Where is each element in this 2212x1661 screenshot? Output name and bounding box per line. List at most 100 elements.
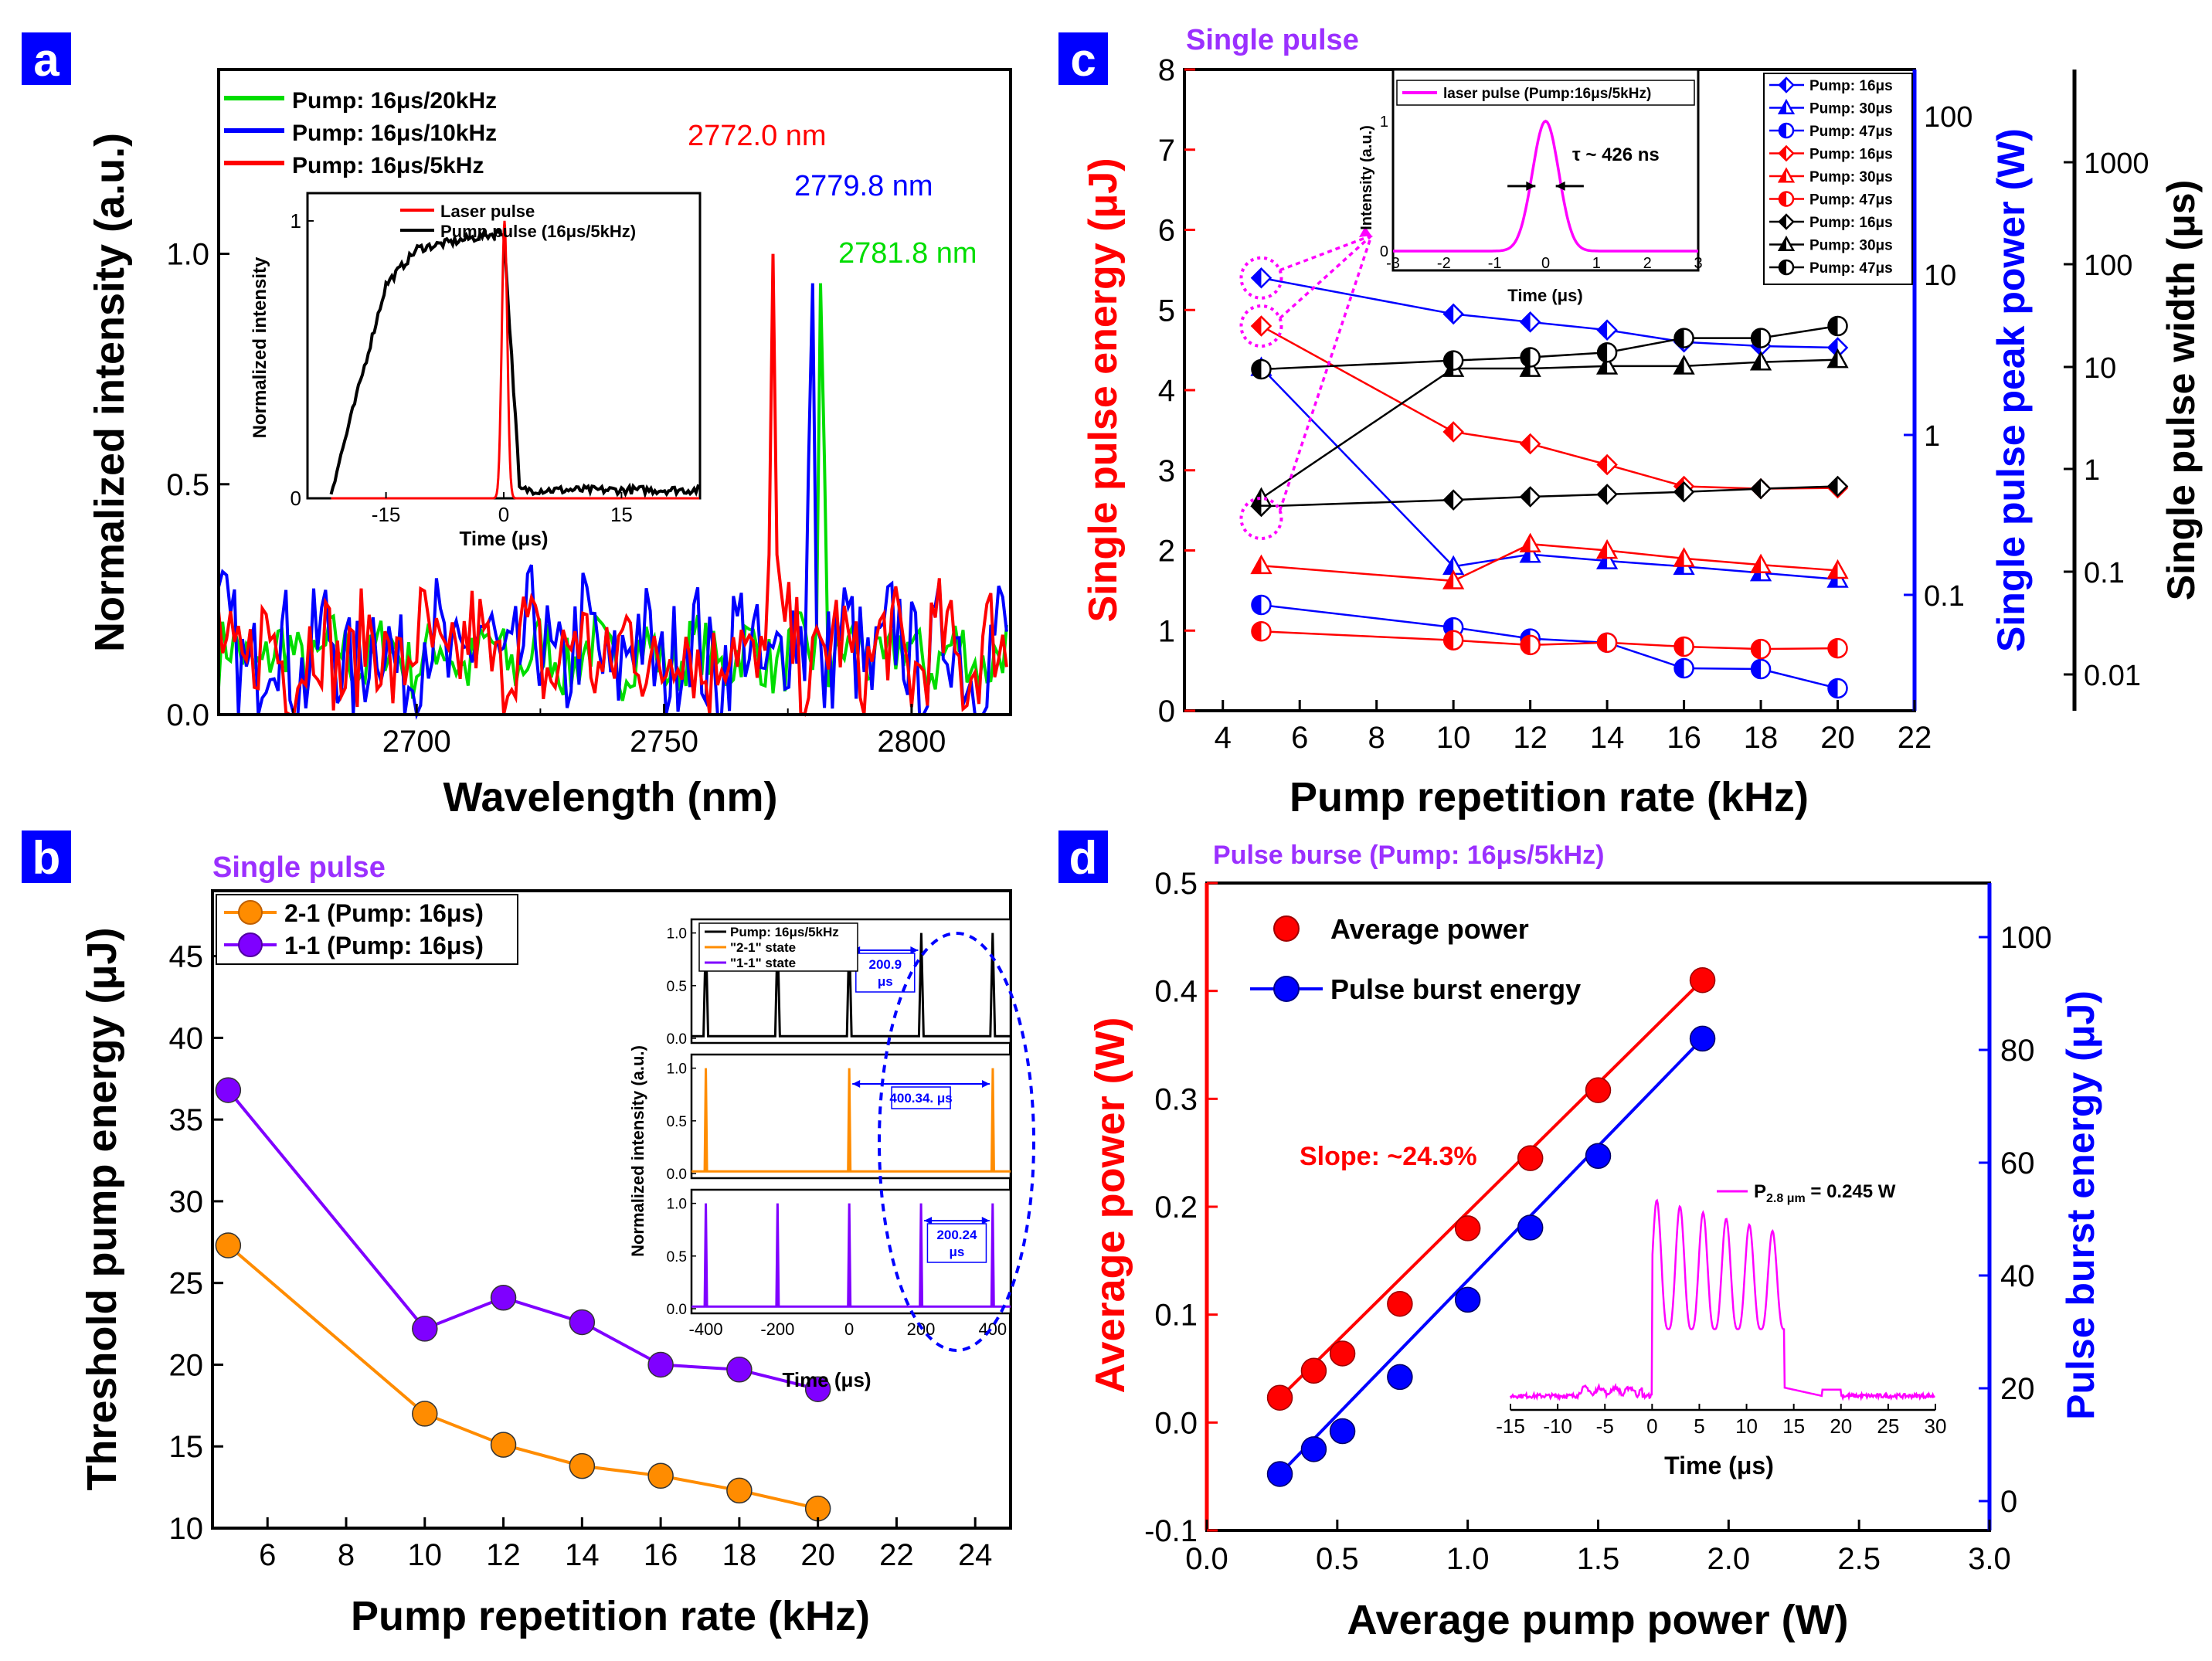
panel-c-ylabel: Single pulse energy (μJ) [1081,158,1126,622]
b-xtick-label: 24 [958,1538,993,1572]
c-xtick-label: 6 [1291,721,1308,755]
d-ytick-right-label: 0 [2000,1485,2017,1519]
c-point-1-fill [1444,557,1454,574]
c-ytick-right-label: 0.1 [1924,580,1965,613]
c-arrow-2 [1278,235,1373,511]
a-ytick-label: 0.5 [166,468,209,502]
panel-a-frame [217,68,1012,716]
b-xtick-label: 8 [338,1538,355,1572]
c-ytick-far-label: 1000 [2084,148,2149,180]
d-ytick-right-label: 60 [2000,1146,2035,1180]
svg-text:c: c [1070,34,1096,86]
c-point-0-fill [1598,321,1608,340]
c-ytick-label: 0 [1158,695,1175,729]
b-point-1 [804,1376,831,1402]
c-point-7-fill [1674,356,1684,374]
legend-a-20khz: Pump: 16μs/20kHz [292,88,497,114]
panel-b-legend: 2-1 (Pump: 16μs) 1-1 (Pump: 16μs) [216,894,518,965]
inset-b-xtick-label: -200 [760,1320,794,1339]
c-point-5-fill [1252,622,1262,641]
panel-a: 2700 2750 2800 0.0 0.5 1.0 Wavelength (nm) No… [87,68,1012,820]
inset-b-ytick-label: 1.0 [667,926,687,943]
a-xtick-label: 2700 [382,725,451,759]
c-point-3-fill [1598,455,1608,474]
d-point-energy [1387,1364,1413,1391]
annotation-2781: 2781.8 nm [838,237,977,270]
b-point-0 [726,1477,753,1504]
d-fit-line-energy [1279,1038,1704,1476]
c-point-6-fill [1521,487,1531,506]
c-xtick-label: 12 [1513,721,1548,755]
panel-a-xlabel: Wavelength (nm) [443,774,777,820]
c-legend-marker-fill [1779,100,1786,114]
c-series-line-4 [1261,542,1838,583]
c-ytick-far-label: 0.01 [2084,660,2141,692]
panel-a-ylabel: Normalized intensity (a.u.) [87,133,133,652]
c-legend-marker-fill [1779,124,1786,138]
inset-d-xtick-label: 0 [1646,1415,1657,1438]
c-legend-label-1: Pump: 30μs [1809,101,1893,117]
inset-d-xtick-label: 30 [1925,1415,1947,1438]
inset-a-legend-pump: Pump pulse (16μs/5kHz) [440,222,636,241]
panel-c-xlabel: Pump repetition rate (kHz) [1289,774,1809,820]
c-point-8-fill [1521,348,1531,367]
d-point-energy [1689,1025,1716,1052]
d-ytick-label: 0.5 [1154,867,1198,901]
legend-b-11: 1-1 (Pump: 16μs) [284,932,484,960]
b-xtick-label: 20 [800,1538,835,1572]
c-point-5-fill [1752,640,1762,659]
c-point-4-fill [1828,561,1838,579]
c-highlight-0 [1239,256,1283,300]
b-point-0 [569,1452,596,1479]
c-ytick-far-label: 100 [2084,250,2132,282]
c-xtick-label: 14 [1590,721,1625,755]
c-ytick-label: 1 [1158,614,1175,648]
c-legend-label-0: Pump: 16μs [1809,78,1893,94]
c-point-0-fill [1444,304,1454,324]
c-ytick-far-label: 10 [2084,352,2116,385]
inset-c-xtick-label: -2 [1437,255,1451,272]
c-ytick-right-label: 100 [1924,101,1972,134]
c-point-2-fill [1252,596,1262,615]
d-ytick-label: -0.1 [1144,1514,1198,1548]
c-arrow-0 [1279,234,1372,272]
legend-a-5khz: Pump: 16μs/5kHz [292,153,484,178]
panel-label-a: a [22,32,71,86]
d-point-power [1454,1215,1481,1242]
b-point-0 [804,1495,831,1522]
d-ytick-label: 0.0 [1154,1406,1198,1440]
c-point-3-fill [1444,422,1454,441]
c-point-2-fill [1752,660,1762,679]
c-highlight-1 [1239,304,1283,348]
panel-d: Pulse burse (Pump: 16μs/5kHz) 0.0 0.5 1.0 1… [1087,841,2102,1643]
b-ytick-label: 45 [169,940,204,974]
c-point-4-fill [1444,571,1454,589]
c-series-line-3 [1260,324,1838,490]
inset-a-legend-laser: Laser pulse [440,202,535,221]
c-ytick-far-label: 0.1 [2084,557,2125,589]
inset-b-legend-pump: Pump: 16μs/5kHz [730,925,839,939]
annotation-2779: 2779.8 nm [794,170,933,202]
inset-b-ytick-label: 0.5 [667,1249,687,1265]
inset-a-xtick-label: -15 [372,503,401,526]
inset-b-ytick-label: 0.5 [667,1114,687,1130]
d-point-energy [1300,1436,1327,1462]
svg-text:d: d [1069,832,1098,884]
b-ytick-label: 40 [169,1021,204,1055]
panel-label-c: c [1058,32,1108,86]
inset-a-ylabel: Normalized intensity [250,256,270,438]
panel-d-ylabel-right: Pulse burst energy (μJ) [2059,990,2102,1420]
a-ytick-label: 0.0 [166,698,209,732]
d-point-power [1266,1384,1293,1411]
inset-b-trace-1 [691,1068,1011,1173]
c-legend-label-5: Pump: 47μs [1809,192,1893,209]
c-point-8-fill [1674,328,1684,348]
panel-c: Single pulse 4 6 8 10 12 14 16 18 20 220123456780… [1081,24,2203,820]
inset-a-xlabel: Time (μs) [459,527,548,550]
c-ytick-label: 3 [1158,454,1175,488]
c-point-7-fill [1752,352,1762,370]
inset-c-pulse [1393,119,1698,253]
inset-b-trace-2 [691,1203,1011,1308]
c-point-8-fill [1444,351,1454,370]
